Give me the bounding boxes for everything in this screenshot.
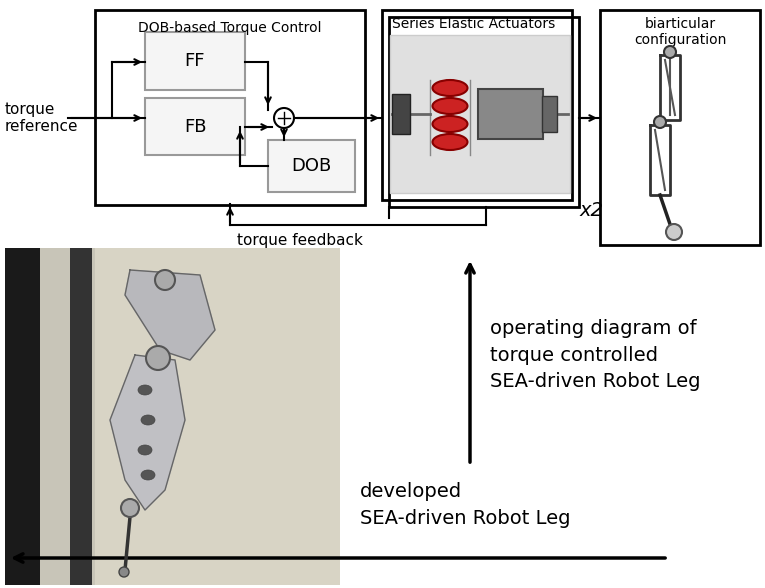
- Bar: [478, 89, 543, 139]
- Bar: [5, 248, 340, 585]
- Text: FB: FB: [184, 118, 207, 135]
- Bar: [390, 35, 570, 193]
- Text: operating diagram of
torque controlled
SEA-driven Robot Leg: operating diagram of torque controlled S…: [490, 319, 701, 391]
- Ellipse shape: [141, 470, 155, 480]
- Ellipse shape: [138, 445, 152, 455]
- Text: x2: x2: [580, 201, 604, 219]
- Bar: [542, 96, 557, 132]
- Text: FF: FF: [185, 52, 205, 70]
- Circle shape: [119, 567, 129, 577]
- Circle shape: [664, 46, 676, 58]
- Text: biarticular
configuration: biarticular configuration: [634, 17, 726, 47]
- Circle shape: [155, 270, 175, 290]
- Text: DOB-based Torque Control: DOB-based Torque Control: [138, 21, 322, 35]
- Bar: [268, 140, 355, 192]
- Ellipse shape: [141, 415, 155, 425]
- Bar: [70, 248, 92, 585]
- Ellipse shape: [432, 98, 467, 114]
- Bar: [95, 10, 365, 205]
- Bar: [382, 10, 572, 200]
- Text: DOB: DOB: [291, 157, 331, 175]
- Polygon shape: [125, 270, 215, 360]
- Circle shape: [274, 108, 294, 128]
- Ellipse shape: [432, 134, 467, 150]
- Ellipse shape: [432, 80, 467, 96]
- Bar: [389, 17, 579, 207]
- Ellipse shape: [138, 385, 152, 395]
- Polygon shape: [110, 355, 185, 510]
- Text: Series Elastic Actuators: Series Elastic Actuators: [392, 17, 555, 31]
- Text: torque
reference: torque reference: [5, 102, 79, 134]
- Bar: [392, 94, 410, 134]
- Ellipse shape: [432, 116, 467, 132]
- Bar: [145, 32, 245, 90]
- Bar: [5, 248, 40, 585]
- Text: developed
SEA-driven Robot Leg: developed SEA-driven Robot Leg: [360, 482, 571, 528]
- Bar: [145, 98, 245, 155]
- Circle shape: [121, 499, 139, 517]
- Bar: [95, 248, 340, 585]
- Bar: [600, 10, 760, 245]
- Circle shape: [146, 346, 170, 370]
- Text: torque feedback: torque feedback: [237, 232, 363, 248]
- Circle shape: [666, 224, 682, 240]
- Circle shape: [654, 116, 666, 128]
